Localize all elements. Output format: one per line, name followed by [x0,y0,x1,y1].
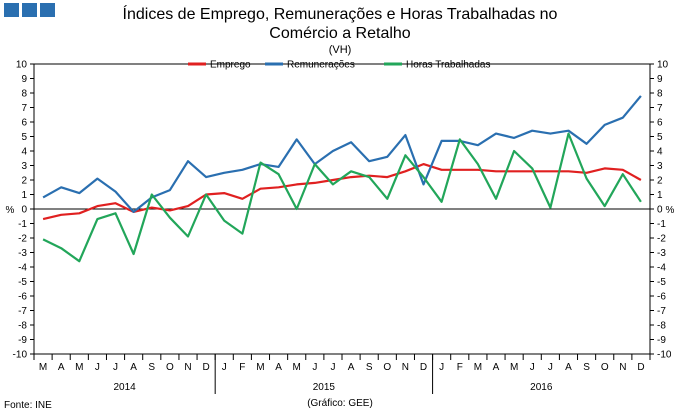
y-tick-label-right: -9 [657,335,666,346]
y-tick-label-right: -7 [657,306,666,317]
x-tick-label: S [366,362,373,373]
y-tick-label-left: 1 [21,190,27,201]
y-tick-label-right: 4 [657,147,663,158]
y-tick-label-left: 0 [21,205,27,216]
y-tick-label-left: 3 [21,161,27,172]
x-tick-label: S [583,362,590,373]
y-tick-label-left: 7 [21,103,27,114]
x-tick-label: M [474,362,482,373]
y-tick-label-right: -5 [657,277,666,288]
y-tick-label-right: 3 [657,161,663,172]
x-tick-label: J [548,362,553,373]
y-tick-label-left: 9 [21,74,27,85]
y-tick-label-right: 7 [657,103,663,114]
y-tick-label-left: -4 [18,263,27,274]
x-tick-label: F [457,362,463,373]
x-tick-label: J [312,362,317,373]
series-line-remunerações [42,95,642,213]
y-tick-label-right: 2 [657,176,663,187]
x-tick-label: F [239,362,245,373]
x-tick-label: M [75,362,83,373]
y-tick-label-left: 5 [21,132,27,143]
year-label: 2015 [313,382,336,393]
x-tick-label: M [510,362,518,373]
y-tick-label-right: 0 [657,205,663,216]
x-tick-label: O [601,362,609,373]
y-tick-label-left: -9 [18,335,27,346]
chart-subtitle: (VH) [328,44,352,56]
y-axis-label-right: % [666,205,675,216]
chart-title-line2: Comércio a Retalho [269,25,411,42]
y-tick-label-right: -4 [657,263,666,274]
series-line-horas-trabalhadas [42,132,642,263]
x-tick-label: N [184,362,191,373]
y-tick-label-left: -8 [18,321,27,332]
x-tick-label: J [222,362,227,373]
x-tick-label: A [58,362,65,373]
x-tick-label: J [530,362,535,373]
y-tick-label-left: 6 [21,118,27,129]
x-tick-label: O [383,362,391,373]
y-tick-label-right: -10 [657,350,672,361]
x-tick-label: J [113,362,118,373]
ine-logo [4,3,55,17]
x-tick-label: M [39,362,47,373]
x-tick-label: N [619,362,626,373]
x-tick-label: J [439,362,444,373]
y-tick-label-left: 2 [21,176,27,187]
x-tick-label: J [95,362,100,373]
y-tick-label-left: -7 [18,306,27,317]
y-tick-label-right: 6 [657,118,663,129]
x-tick-label: D [637,362,644,373]
y-tick-label-left: -10 [13,350,28,361]
chart-credit: (Gráfico: GEE) [307,398,373,409]
y-tick-label-left: 4 [21,147,27,158]
y-tick-label-left: -6 [18,292,27,303]
x-tick-label: S [148,362,155,373]
y-tick-label-right: 5 [657,132,663,143]
x-tick-label: D [420,362,427,373]
y-tick-label-left: 8 [21,89,27,100]
y-tick-label-right: -6 [657,292,666,303]
y-tick-label-left: -1 [18,219,27,230]
y-tick-label-right: 10 [657,60,669,71]
year-label: 2016 [530,382,553,393]
y-tick-label-right: -2 [657,234,666,245]
y-tick-label-left: 10 [16,60,28,71]
x-tick-label: M [256,362,264,373]
x-tick-label: M [293,362,301,373]
y-axis-label-left: % [6,205,15,216]
legend-label: Emprego [210,60,251,71]
x-tick-label: J [330,362,335,373]
y-tick-label-right: -3 [657,248,666,259]
legend-label: Remunerações [287,60,355,71]
legend-label: Horas Trabalhadas [406,60,491,71]
x-tick-label: A [565,362,572,373]
y-tick-label-right: -1 [657,219,666,230]
x-tick-label: O [166,362,174,373]
x-tick-label: A [275,362,282,373]
y-tick-label-right: -8 [657,321,666,332]
y-tick-label-right: 8 [657,89,663,100]
y-tick-label-left: -3 [18,248,27,259]
x-tick-label: N [402,362,409,373]
x-tick-label: A [130,362,137,373]
y-tick-label-left: -5 [18,277,27,288]
x-tick-label: A [348,362,355,373]
x-tick-label: A [493,362,500,373]
source-note: Fonte: INE [4,400,52,411]
y-tick-label-left: -2 [18,234,27,245]
y-tick-label-right: 1 [657,190,663,201]
year-label: 2014 [113,382,136,393]
chart-title-line1: Índices de Emprego, Remunerações e Horas… [122,6,558,23]
y-tick-label-right: 9 [657,74,663,85]
x-tick-label: D [203,362,210,373]
